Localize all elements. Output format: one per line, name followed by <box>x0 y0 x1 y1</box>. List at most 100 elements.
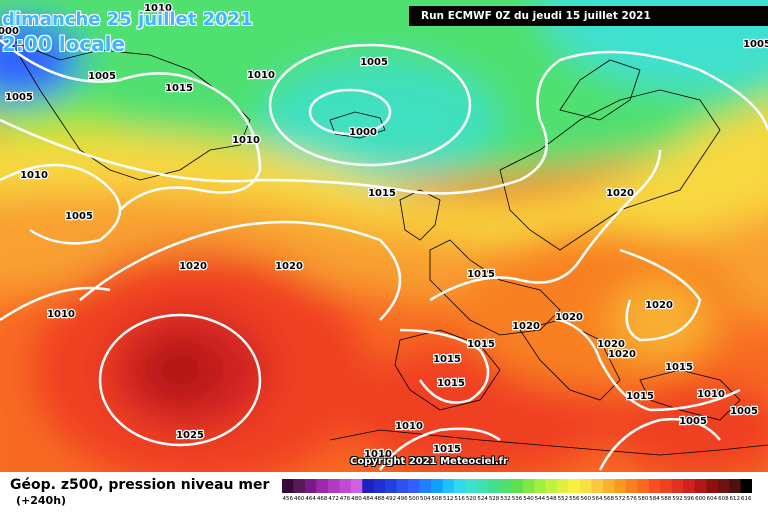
isobar-label: 1005 <box>360 57 388 68</box>
scale-label: 560 <box>580 496 592 502</box>
scale-label: 476 <box>339 496 351 502</box>
color-scale-labels: 456 460 464 468 472 476 480 484 488 492 496 500 504 5… <box>282 496 752 508</box>
color-swatch <box>706 479 718 493</box>
color-swatch <box>488 479 501 493</box>
isobar-label: 1020 <box>275 261 303 272</box>
scale-label: 460 <box>293 496 305 502</box>
time-title: 2:00 locale <box>2 32 126 56</box>
scale-label: 512 <box>442 496 454 502</box>
legend-footer: Géop. z500, pression niveau mer (+240h) … <box>0 472 768 512</box>
color-swatch <box>339 479 352 493</box>
isobar-label: 1015 <box>437 378 465 389</box>
scale-label: 616 <box>741 496 752 502</box>
color-swatch <box>534 479 546 493</box>
scale-label: 524 <box>477 496 488 502</box>
scale-label: 468 <box>316 496 328 502</box>
scale-label: 500 <box>408 496 420 502</box>
color-swatch <box>545 479 558 493</box>
color-swatch <box>408 479 420 493</box>
color-swatch <box>660 479 673 493</box>
color-swatch <box>419 479 432 493</box>
isobar-label: 1010 <box>144 3 172 14</box>
scale-label: 608 <box>718 496 729 502</box>
isobar-label: 1020 <box>645 300 673 311</box>
isobar-lines <box>0 39 768 471</box>
isobar-label: 1020 <box>512 321 540 332</box>
color-swatch <box>396 479 409 493</box>
scale-label: 492 <box>385 496 397 502</box>
isobar-label: 1005 <box>5 92 33 103</box>
scale-label: 540 <box>523 496 534 502</box>
scale-label: 544 <box>534 496 546 502</box>
isobar-label: 1020 <box>608 349 636 360</box>
isobar-label: 1020 <box>179 261 207 272</box>
color-swatch <box>442 479 455 493</box>
color-scale-bar <box>282 479 752 493</box>
isobar-label: 1010 <box>247 70 275 81</box>
color-swatch <box>304 479 317 493</box>
isobar-label: 1025 <box>176 430 204 441</box>
color-swatch <box>740 479 752 493</box>
isobar-label: 1015 <box>433 354 461 365</box>
scale-label: 488 <box>374 496 385 502</box>
color-swatch <box>511 479 524 493</box>
scale-label: 520 <box>465 496 477 502</box>
color-swatch <box>282 479 294 493</box>
scale-label: 532 <box>500 496 511 502</box>
isobar-label: 1010 <box>47 309 75 320</box>
isobar-label: 1005 <box>65 211 93 222</box>
map-canvas: 1010 1005 1015 1010 1005 1005 1000 1010 1010 1005… <box>0 0 768 472</box>
scale-label: 516 <box>454 496 465 502</box>
isobar-label: 1015 <box>165 83 193 94</box>
scale-label: 508 <box>431 496 443 502</box>
color-swatch <box>362 479 374 493</box>
isobar-label: 1015 <box>433 444 461 455</box>
isobar-label: 1000 <box>0 26 19 37</box>
scale-label: 584 <box>649 496 660 502</box>
color-swatch <box>453 479 466 493</box>
scale-label: 588 <box>660 496 672 502</box>
scale-label: 564 <box>591 496 603 502</box>
isobar-label: 1015 <box>467 339 495 350</box>
scale-label: 600 <box>695 496 706 502</box>
isobar-label: 1010 <box>364 449 392 460</box>
color-swatch <box>602 479 615 493</box>
color-swatch <box>614 479 627 493</box>
scale-label: 456 <box>282 496 293 502</box>
color-swatch <box>683 479 695 493</box>
color-swatch <box>431 479 443 493</box>
color-swatch <box>557 479 569 493</box>
color-swatch <box>717 479 730 493</box>
isobar-label: 1010 <box>232 135 260 146</box>
scale-label: 596 <box>683 496 695 502</box>
color-swatch <box>580 479 592 493</box>
scale-label: 472 <box>328 496 339 502</box>
color-swatch <box>625 479 638 493</box>
scale-label: 528 <box>488 496 500 502</box>
color-swatch <box>522 479 535 493</box>
color-swatch <box>591 479 604 493</box>
isobar-label: 1010 <box>697 389 725 400</box>
scale-label: 592 <box>672 496 683 502</box>
isobar-label: 1005 <box>88 71 116 82</box>
color-swatch <box>648 479 661 493</box>
scale-label: 496 <box>397 496 408 502</box>
isobar-label: 1020 <box>606 188 634 199</box>
isobar-label: 1005 <box>679 416 707 427</box>
scale-label: 576 <box>626 496 637 502</box>
isobar-label: 1005 <box>743 39 768 50</box>
scale-label: 504 <box>420 496 431 502</box>
scale-label: 480 <box>351 496 362 502</box>
scale-label: 572 <box>614 496 626 502</box>
scale-label: 580 <box>637 496 649 502</box>
isobar-label: 1015 <box>467 269 495 280</box>
color-swatch <box>350 479 363 493</box>
color-swatch <box>694 479 707 493</box>
isobar-label: 1010 <box>395 421 423 432</box>
scale-label: 484 <box>362 496 374 502</box>
isobar-label: 1000 <box>349 127 377 138</box>
date-title: dimanche 25 juillet 2021 <box>2 9 253 30</box>
scale-label: 536 <box>511 496 523 502</box>
color-swatch <box>568 479 581 493</box>
isobar-label: 1005 <box>730 406 758 417</box>
